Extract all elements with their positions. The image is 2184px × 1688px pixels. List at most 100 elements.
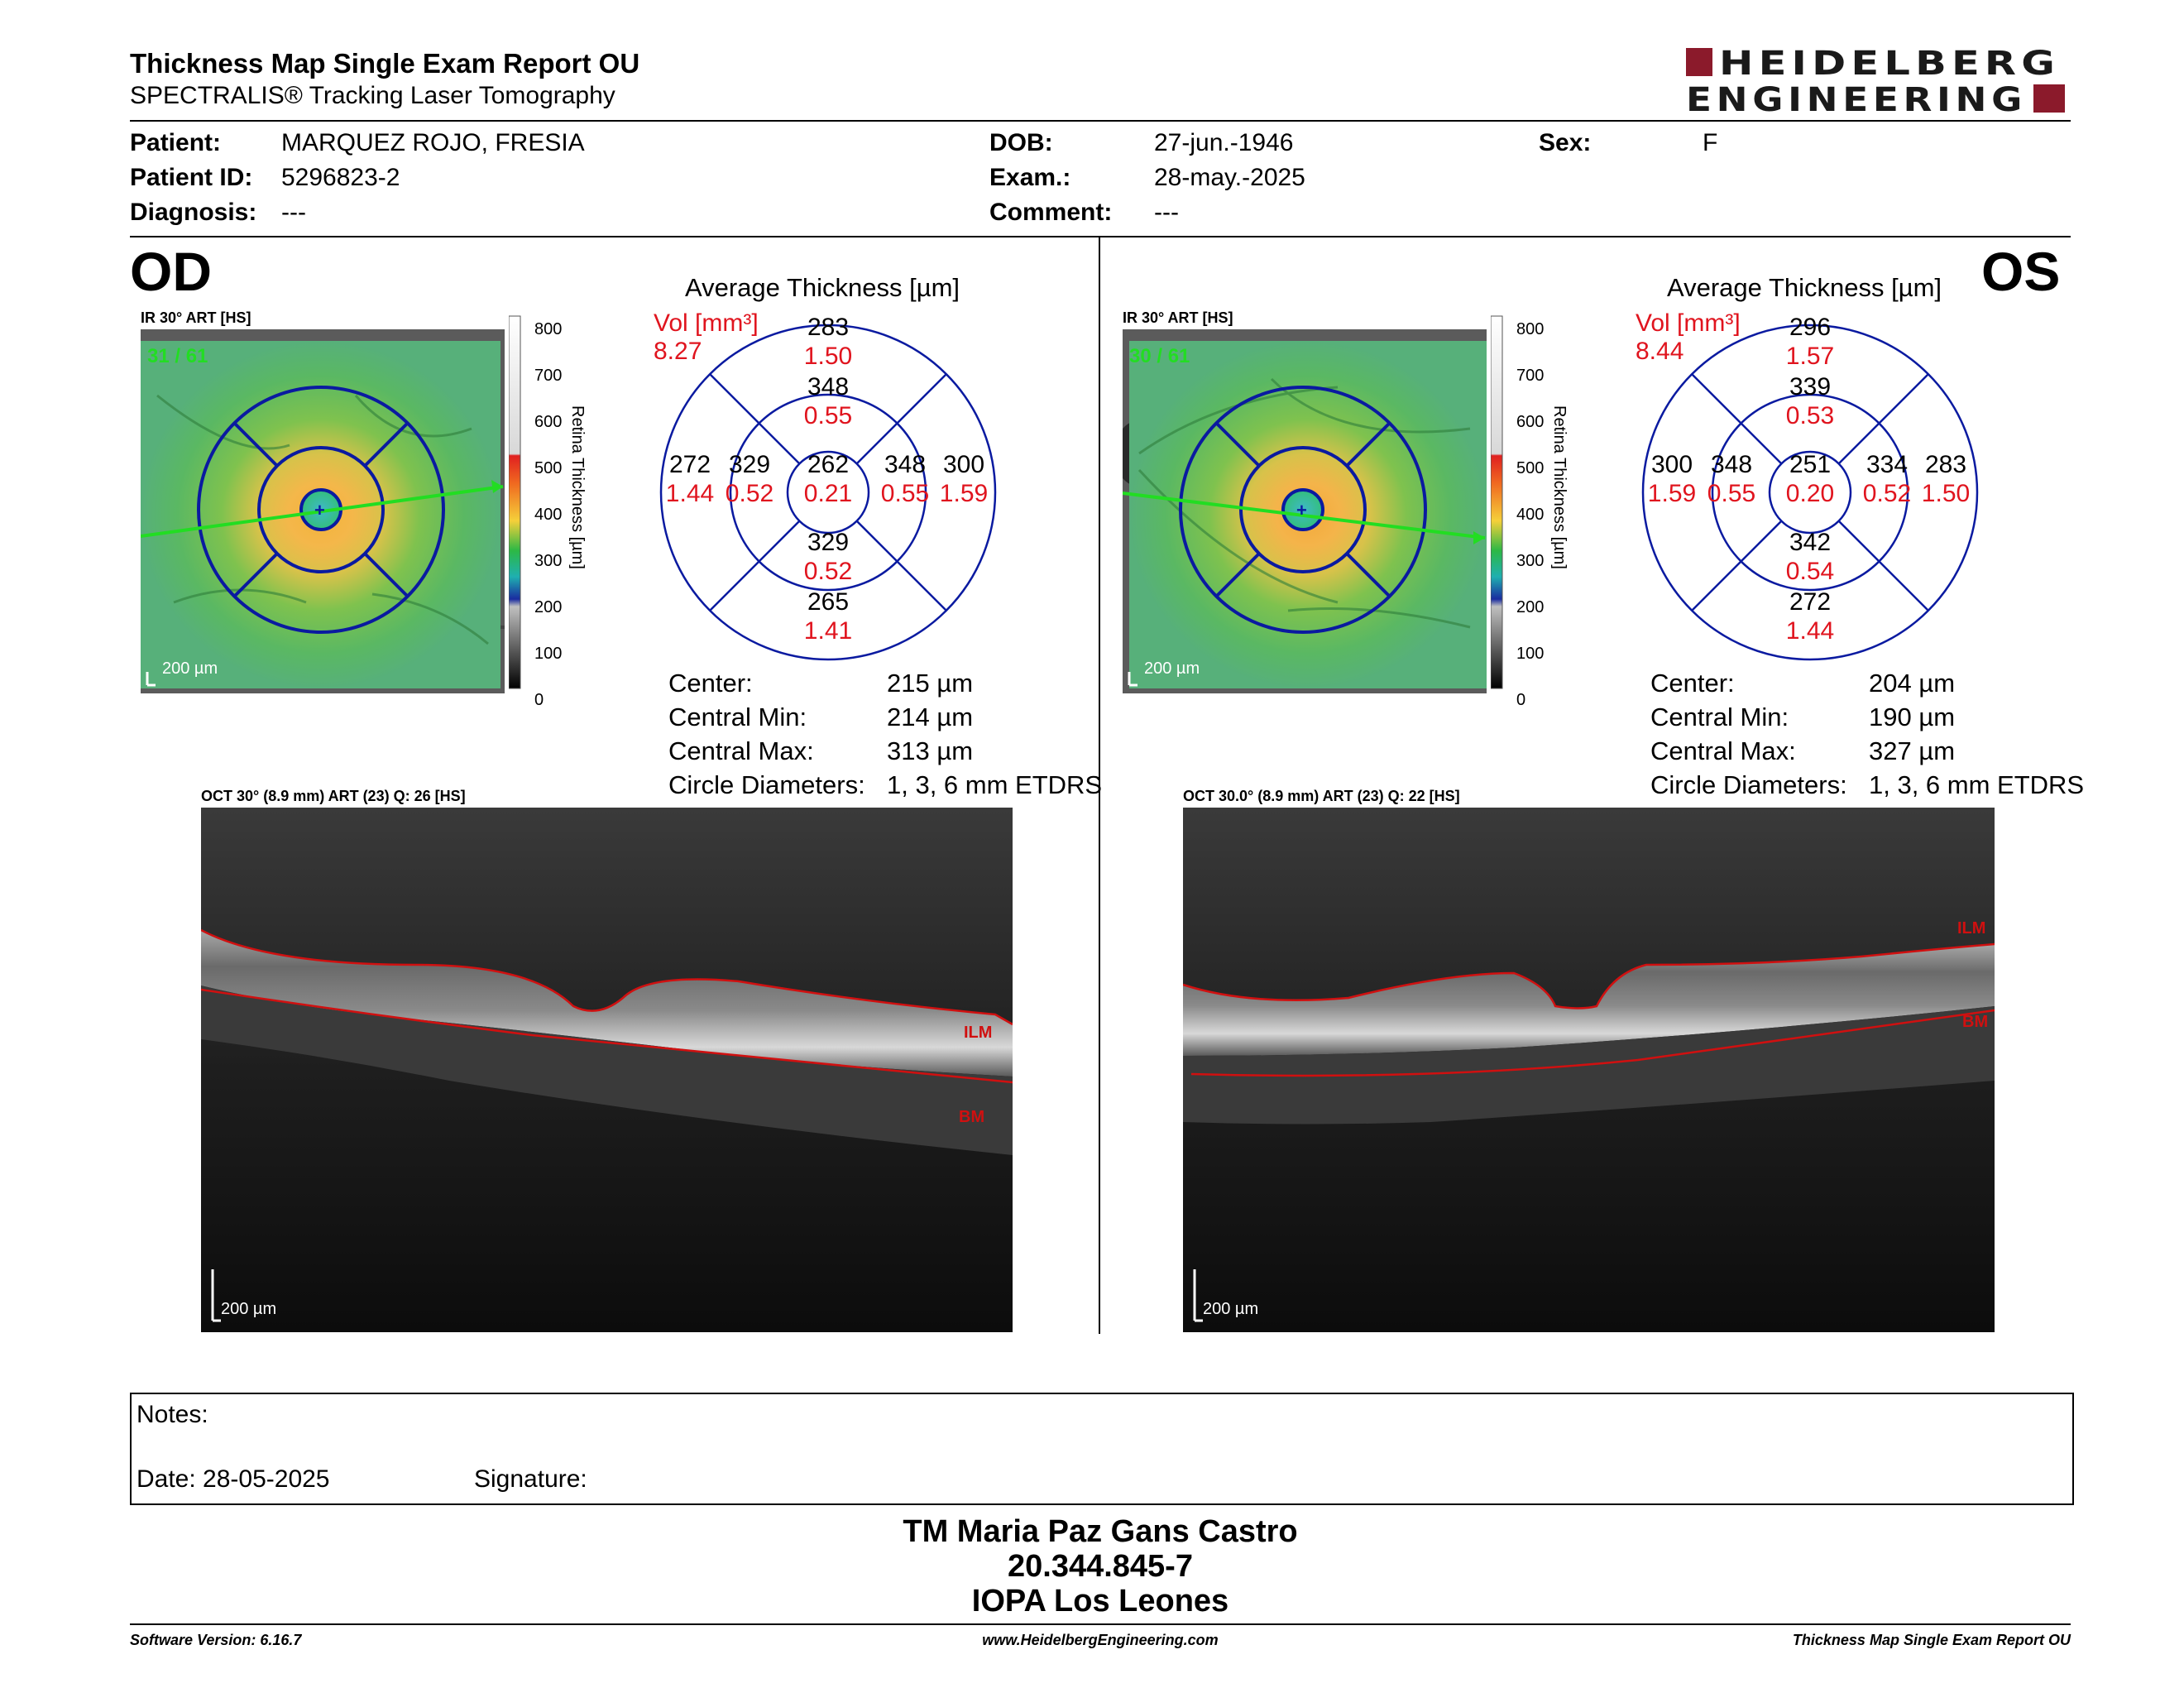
svg-text:31 / 61: 31 / 61 — [147, 345, 208, 367]
notes-date: Date: 28-05-2025 — [136, 1465, 330, 1493]
footer-report-name: Thickness Map Single Exam Report OU — [1792, 1632, 2071, 1648]
od-diam-value: 1, 3, 6 mm ETDRS — [887, 770, 1103, 799]
os-max-value: 327 µm — [1869, 736, 1956, 765]
svg-text:+: + — [314, 500, 325, 520]
os-oct-label: OCT 30.0° (8.9 mm) ART (23) Q: 22 [HS] — [1183, 788, 1460, 804]
od-sector-outer-left: 272 1.44 — [665, 451, 715, 507]
os-min-value: 190 µm — [1869, 703, 1956, 731]
dob-value: 27-jun.-1946 — [1154, 129, 1294, 156]
footer-website[interactable]: www.HeidelbergEngineering.com — [982, 1632, 1219, 1648]
patient-id-label: Patient ID: — [130, 164, 253, 191]
software-version: Software Version: 6.16.7 — [130, 1632, 302, 1648]
comment-value: --- — [1154, 199, 1179, 226]
notes-box: Notes: Date: 28-05-2025 Signature: — [130, 1393, 2074, 1505]
os-eye-label: OS — [1981, 241, 2061, 302]
od-oct-scan: ILM BM 200 µm — [200, 808, 1013, 1332]
svg-text:HEIDELBERG: HEIDELBERG — [1719, 45, 2060, 83]
od-max-label: Central Max: — [668, 736, 814, 765]
od-sector-outer-inferior: 265 1.41 — [803, 588, 853, 645]
svg-text:ILM: ILM — [1957, 919, 1985, 938]
signer-name: TM Maria Paz Gans Castro — [903, 1514, 1298, 1549]
svg-text:200 µm: 200 µm — [162, 659, 218, 678]
od-sector-outer-right: 300 1.59 — [939, 451, 989, 507]
od-min-label: Central Min: — [668, 703, 807, 731]
exam-label: Exam.: — [989, 164, 1071, 191]
os-sector-outer-inferior: 272 1.44 — [1785, 588, 1835, 645]
os-etdrs-grid — [1640, 323, 1980, 662]
od-colorbar-ticks: 800 700 600 500 400 300 200 100 0 — [534, 320, 563, 709]
od-center-label: Center: — [668, 669, 753, 698]
os-sector-outer-superior: 296 1.57 — [1785, 314, 1835, 370]
os-colorbar-ticks: 800 700 600 500 400 300 200 100 0 — [1516, 320, 1545, 709]
os-thickness-map: + 30 / 61 200 µm — [1114, 329, 1487, 693]
os-max-label: Central Max: — [1650, 736, 1796, 765]
od-etdrs-grid — [659, 323, 998, 662]
os-sector-inner-right: 334 0.52 — [1862, 451, 1912, 507]
os-colorbar — [1490, 314, 1582, 695]
od-sector-inner-inferior: 329 0.52 — [803, 529, 853, 585]
od-thickness-map: + 31 / 61 200 µm — [140, 329, 505, 693]
notes-label: Notes: — [136, 1401, 208, 1428]
svg-text:+: + — [1296, 500, 1307, 520]
header-divider — [130, 120, 2071, 122]
os-vol-label: Vol [mm³] — [1636, 309, 1741, 337]
footer-divider — [130, 1623, 2071, 1625]
od-diam-label: Circle Diameters: — [668, 770, 865, 799]
od-sector-inner-superior: 348 0.55 — [803, 373, 853, 429]
os-sector-outer-right: 283 1.50 — [1921, 451, 1971, 507]
od-colorbar-label: Retina Thickness [µm] — [568, 405, 587, 569]
os-sector-outer-left: 300 1.59 — [1647, 451, 1697, 507]
os-sector-inner-inferior: 342 0.54 — [1785, 529, 1835, 585]
svg-text:200 µm: 200 µm — [1203, 1300, 1258, 1318]
svg-text:BM: BM — [1962, 1013, 1988, 1031]
svg-text:30 / 61: 30 / 61 — [1129, 345, 1190, 367]
svg-text:200 µm: 200 µm — [1144, 659, 1200, 678]
os-sector-center: 251 0.20 — [1785, 451, 1835, 507]
sex-value: F — [1703, 129, 1718, 156]
os-oct-scan: ILM BM 200 µm — [1182, 808, 1995, 1332]
os-avg-title: Average Thickness [µm] — [1667, 273, 1942, 302]
os-min-label: Central Min: — [1650, 703, 1789, 731]
os-diam-label: Circle Diameters: — [1650, 770, 1847, 799]
os-diam-value: 1, 3, 6 mm ETDRS — [1869, 770, 2085, 799]
os-colorbar-label: Retina Thickness [µm] — [1550, 405, 1569, 569]
os-sector-inner-left: 348 0.55 — [1707, 451, 1756, 507]
svg-text:ENGINEERING: ENGINEERING — [1686, 81, 2027, 116]
od-center-value: 215 µm — [887, 669, 974, 698]
od-oct-label: OCT 30° (8.9 mm) ART (23) Q: 26 [HS] — [201, 788, 466, 804]
od-eye-label: OD — [130, 241, 212, 302]
od-colorbar — [508, 314, 600, 695]
diagnosis-value: --- — [281, 199, 306, 226]
exam-value: 28-may.-2025 — [1154, 164, 1305, 191]
patient-label: Patient: — [130, 129, 222, 156]
notes-signature-label: Signature: — [474, 1465, 587, 1493]
signer-org: IOPA Los Leones — [971, 1584, 1229, 1618]
od-ir-label: IR 30° ART [HS] — [141, 309, 251, 326]
report-title: Thickness Map Single Exam Report OU — [130, 48, 640, 79]
os-sector-inner-superior: 339 0.53 — [1785, 373, 1835, 429]
eye-divider — [1099, 237, 1100, 1334]
os-vol-value: 8.44 — [1636, 338, 1684, 365]
patient-divider — [130, 236, 2071, 237]
patient-id: 5296823-2 — [281, 164, 400, 191]
od-max-value: 313 µm — [887, 736, 974, 765]
diagnosis-label: Diagnosis: — [130, 199, 257, 226]
od-sector-center: 262 0.21 — [803, 451, 853, 507]
svg-text:200 µm: 200 µm — [221, 1300, 276, 1318]
od-vol-value: 8.27 — [654, 338, 702, 365]
od-avg-title: Average Thickness [µm] — [685, 273, 960, 302]
od-min-value: 214 µm — [887, 703, 974, 731]
os-center-label: Center: — [1650, 669, 1735, 698]
heidelberg-logo: HEIDELBERG ENGINEERING — [1686, 45, 2067, 119]
od-sector-inner-right: 348 0.55 — [880, 451, 930, 507]
patient-name: MARQUEZ ROJO, FRESIA — [281, 129, 585, 156]
os-ir-label: IR 30° ART [HS] — [1123, 309, 1233, 326]
signer-id: 20.344.845-7 — [1008, 1549, 1193, 1584]
od-sector-outer-superior: 283 1.50 — [803, 314, 853, 370]
od-vol-label: Vol [mm³] — [654, 309, 759, 337]
svg-text:ILM: ILM — [964, 1024, 992, 1042]
report-subtitle: SPECTRALIS® Tracking Laser Tomography — [130, 82, 615, 109]
dob-label: DOB: — [989, 129, 1053, 156]
os-center-value: 204 µm — [1869, 669, 1956, 698]
sex-label: Sex: — [1539, 129, 1592, 156]
